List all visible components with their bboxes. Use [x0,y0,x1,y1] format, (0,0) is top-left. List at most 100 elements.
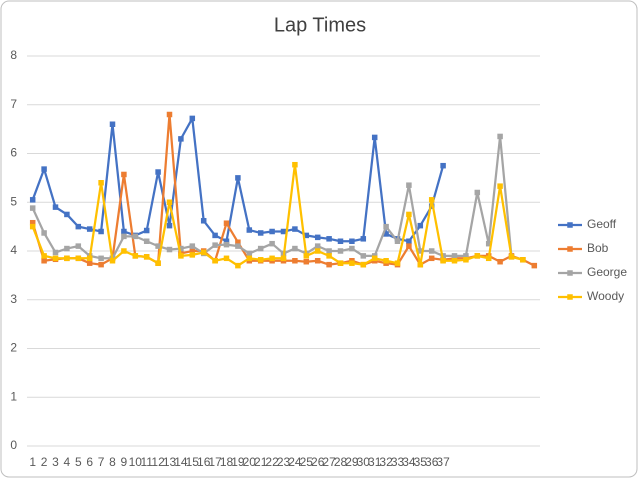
point-marker [417,261,424,268]
point-marker [280,255,287,262]
point-marker [178,245,184,252]
point-marker [303,232,310,239]
point-marker [349,260,355,266]
point-marker [189,252,196,258]
point-marker [155,169,161,175]
point-marker [406,243,412,249]
point-marker [189,248,196,254]
point-marker [64,245,70,252]
point-marker [109,121,116,127]
x-tick-label: 6 [86,455,93,469]
point-marker [246,227,253,233]
point-marker [508,254,515,260]
point-marker [383,223,389,230]
legend-marker [567,222,573,228]
point-marker [29,197,36,203]
point-marker [98,255,104,262]
point-marker [41,166,47,172]
x-tick-label: 15 [186,455,200,469]
point-marker [314,234,321,241]
point-marker [29,223,36,230]
point-marker [121,248,127,254]
point-marker [280,228,287,235]
point-marker [132,233,139,240]
x-tick-label: 16 [197,455,211,469]
point-marker [52,204,59,210]
point-marker [178,253,184,259]
point-marker [314,258,321,264]
point-marker [235,239,241,245]
point-marker [132,253,139,259]
legend-label: Bob [587,241,609,255]
x-tick-label: 34 [402,455,416,469]
point-marker [41,230,47,236]
point-marker [223,255,230,262]
y-tick-label: 2 [10,341,17,355]
legend-marker [567,294,573,300]
point-marker [440,258,446,264]
point-marker [246,255,253,262]
y-tick-label: 6 [10,146,17,160]
x-tick-label: 5 [75,455,82,469]
point-marker [223,241,230,248]
point-marker [520,257,526,263]
y-tick-label: 7 [10,97,17,111]
point-marker [303,258,310,265]
x-tick-label: 28 [334,455,348,469]
point-marker [337,238,344,244]
point-marker [326,236,332,242]
point-marker [463,257,469,263]
point-marker [29,219,36,226]
x-tick-label: 11 [140,455,153,469]
point-marker [200,249,207,256]
point-marker [246,250,253,257]
legend-label: Geoff [587,217,617,231]
point-marker [121,171,127,178]
point-marker [360,253,367,259]
point-marker [394,260,401,266]
x-tick-label: 33 [391,455,405,469]
point-marker [292,258,298,264]
x-tick-label: 31 [368,455,382,469]
x-tick-label: 23 [277,455,291,469]
legend-label: George [587,265,627,279]
point-marker [428,255,435,262]
x-tick-label: 35 [414,455,428,469]
point-marker [257,257,264,263]
point-marker [314,243,321,249]
point-marker [235,262,241,269]
point-marker [64,211,70,218]
x-tick-label: 19 [231,455,245,469]
point-marker [121,228,127,235]
x-tick-label: 14 [174,455,188,469]
x-tick-label: 27 [322,455,336,469]
point-marker [451,258,458,264]
point-marker [52,249,59,256]
y-tick-label: 5 [10,194,17,208]
point-marker [98,180,104,186]
point-marker [29,205,36,211]
point-marker [98,261,104,268]
point-marker [497,133,503,140]
point-marker [155,260,161,266]
point-marker [86,260,93,266]
point-marker [200,218,207,224]
point-marker [463,253,469,259]
y-tick-label: 1 [10,389,17,403]
x-tick-label: 22 [265,455,279,469]
point-marker [417,248,424,254]
point-marker [223,238,230,244]
point-marker [326,253,332,259]
point-marker [75,243,82,249]
x-tick-label: 36 [425,455,439,469]
legend-label: Woody [587,289,624,303]
point-marker [371,255,378,262]
y-tick-label: 8 [10,48,17,62]
point-marker [360,261,367,268]
point-marker [440,162,446,169]
point-marker [428,248,435,254]
x-tick-label: 3 [52,455,59,469]
point-marker [121,233,127,240]
point-marker [41,258,47,264]
